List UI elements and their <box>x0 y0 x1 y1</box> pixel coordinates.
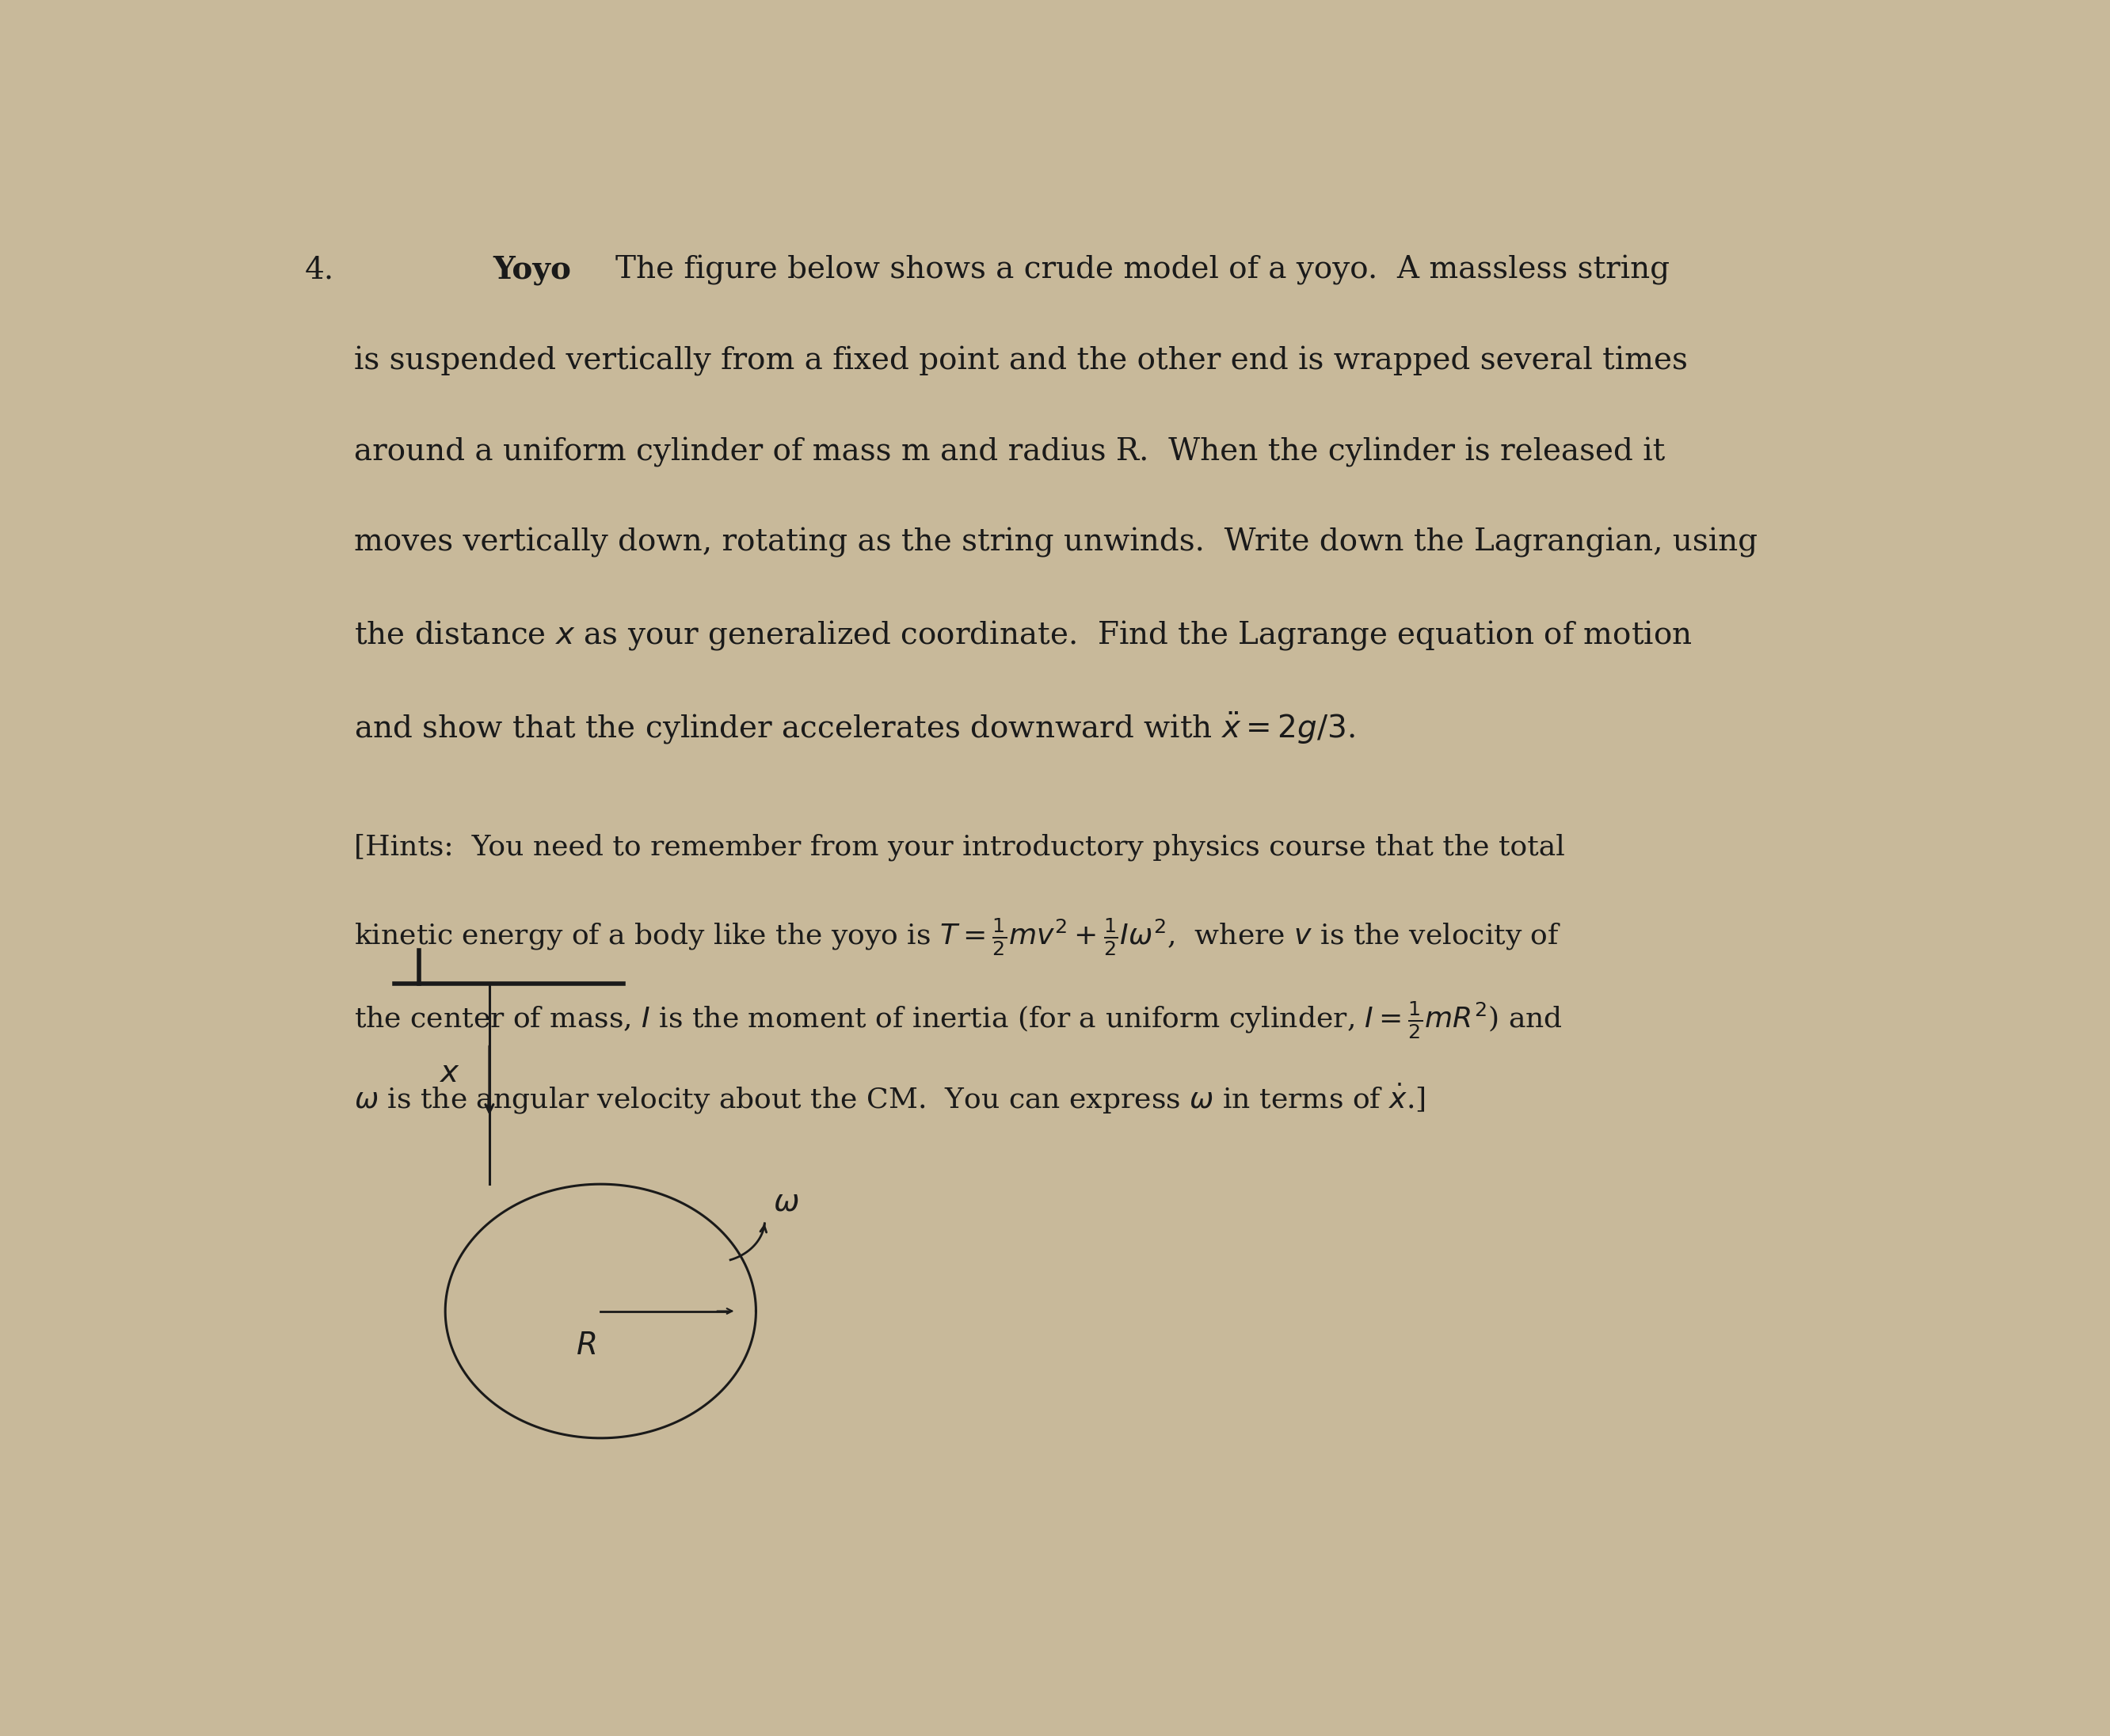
Text: The figure below shows a crude model of a yoyo.  A massless string: The figure below shows a crude model of … <box>616 255 1669 285</box>
Text: around a uniform cylinder of mass m and radius R.  When the cylinder is released: around a uniform cylinder of mass m and … <box>354 437 1665 467</box>
Text: moves vertically down, rotating as the string unwinds.  Write down the Lagrangia: moves vertically down, rotating as the s… <box>354 528 1758 557</box>
Text: and show that the cylinder accelerates downward with $\ddot{x} = 2g/3$.: and show that the cylinder accelerates d… <box>354 710 1355 746</box>
Text: kinetic energy of a body like the yoyo is $T = \frac{1}{2}mv^2 + \frac{1}{2}I\om: kinetic energy of a body like the yoyo i… <box>354 917 1561 958</box>
Text: Yoyo: Yoyo <box>494 255 572 285</box>
Text: the center of mass, $I$ is the moment of inertia (for a uniform cylinder, $I = \: the center of mass, $I$ is the moment of… <box>354 1000 1561 1040</box>
Text: 4.: 4. <box>304 255 333 285</box>
Text: the distance $x$ as your generalized coordinate.  Find the Lagrange equation of : the distance $x$ as your generalized coo… <box>354 618 1692 653</box>
Text: [Hints:  You need to remember from your introductory physics course that the tot: [Hints: You need to remember from your i… <box>354 833 1566 861</box>
Text: $\omega$ is the angular velocity about the CM.  You can express $\omega$ in term: $\omega$ is the angular velocity about t… <box>354 1083 1424 1116</box>
Text: is suspended vertically from a fixed point and the other end is wrapped several : is suspended vertically from a fixed poi… <box>354 345 1688 377</box>
Text: $x$: $x$ <box>439 1059 460 1088</box>
Text: $R$: $R$ <box>576 1332 597 1361</box>
Text: $\omega$: $\omega$ <box>772 1187 800 1217</box>
